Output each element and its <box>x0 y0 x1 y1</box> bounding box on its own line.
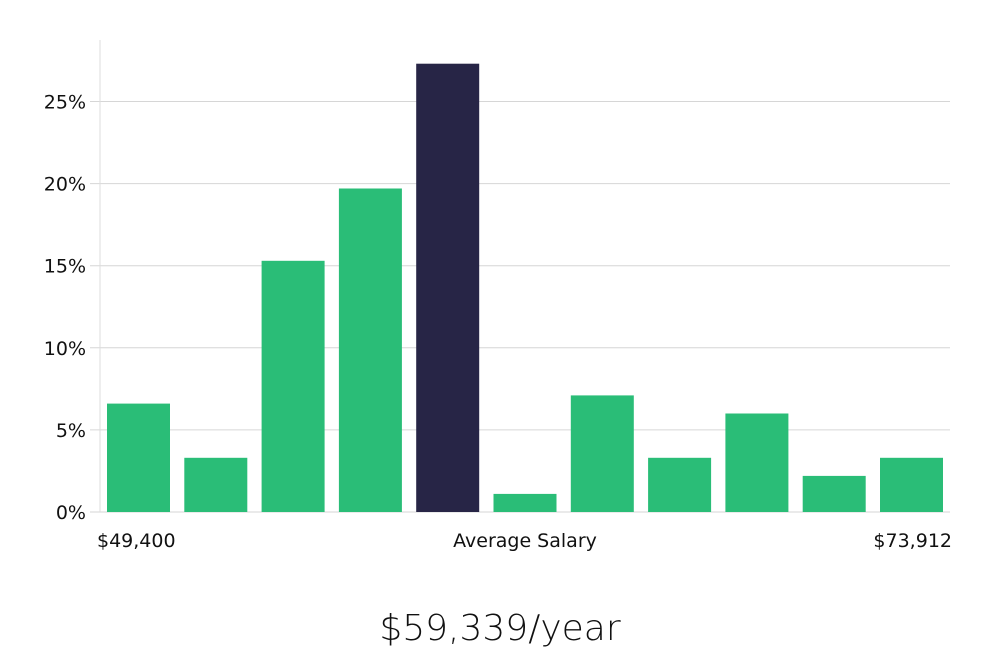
bar <box>107 403 170 512</box>
bar <box>184 457 248 512</box>
x-label-center: Average Salary <box>453 530 597 552</box>
bar <box>493 493 557 512</box>
bar <box>880 457 943 512</box>
y-tick-label: 5% <box>56 420 86 442</box>
average-salary-summary: $59,339/year <box>379 608 621 649</box>
bar <box>725 413 789 512</box>
y-tick-label: 25% <box>44 92 86 114</box>
y-tick-label: 0% <box>56 502 86 524</box>
bar <box>338 188 402 512</box>
y-tick-label: 20% <box>44 174 86 196</box>
bar <box>261 260 325 512</box>
gridlines <box>90 101 950 513</box>
y-tick-label: 15% <box>44 256 86 278</box>
bar <box>802 475 866 512</box>
y-tick-labels: 0% 5% 10% 15% 20% 25% <box>44 92 86 525</box>
x-label-min: $49,400 <box>97 530 176 552</box>
x-label-max: $73,912 <box>873 530 952 552</box>
salary-histogram: 0%5%10%15%20%25% $49,400 Average Salary … <box>44 40 952 552</box>
bars <box>107 63 943 512</box>
y-tick-label: 10% <box>44 338 86 360</box>
bar-highlighted <box>416 63 480 512</box>
bar <box>570 395 634 512</box>
bar <box>648 457 712 512</box>
